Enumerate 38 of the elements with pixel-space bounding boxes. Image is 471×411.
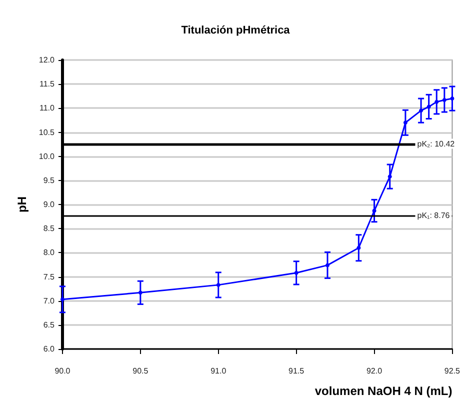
y-tick-label: 11.0 xyxy=(39,104,56,113)
point xyxy=(426,104,431,109)
point xyxy=(216,282,220,287)
point xyxy=(450,96,454,101)
y-tick-label: 9.0 xyxy=(43,200,56,209)
y-tick-label: 10.5 xyxy=(38,128,56,137)
y-tick-label: 7.0 xyxy=(43,296,56,306)
y-tick-label: 6.0 xyxy=(43,344,56,354)
x-tick-label: 92.5 xyxy=(444,366,461,376)
y-axis-title: pH xyxy=(15,196,29,212)
point xyxy=(138,290,142,295)
point xyxy=(442,98,446,102)
y-tick-label: 8.5 xyxy=(43,224,56,234)
point xyxy=(294,270,298,275)
point xyxy=(419,108,424,113)
point xyxy=(356,246,361,250)
y-tick-label: 12.0 xyxy=(38,56,56,64)
point xyxy=(326,263,330,268)
point xyxy=(388,174,392,179)
y-tick-label: 10.0 xyxy=(38,152,56,161)
chart-title: Titulación pHmétrica xyxy=(181,24,291,36)
y-tick-label: 9.5 xyxy=(43,176,56,185)
y-tick-label: 11.5 xyxy=(39,80,56,89)
point xyxy=(60,297,64,302)
x-axis-title: volumen NaOH 4 N (mL) xyxy=(314,384,452,398)
y-tick-label: 8.0 xyxy=(43,248,56,258)
x-tick-label: 91.0 xyxy=(210,366,227,376)
x-tick-label: 91.5 xyxy=(288,366,305,376)
x-tick-label: 90.5 xyxy=(132,366,149,376)
x-tick-label: 90.0 xyxy=(54,366,71,376)
point xyxy=(403,120,408,125)
annotation: pK₂: 10.42 xyxy=(417,139,456,148)
point xyxy=(434,100,439,104)
y-tick-label: 7.5 xyxy=(43,272,56,282)
x-tick-label: 92.0 xyxy=(366,366,383,376)
annotation: pK₁: 8.76 xyxy=(417,211,450,220)
point xyxy=(372,208,376,213)
y-tick-label: 6.5 xyxy=(43,320,56,330)
